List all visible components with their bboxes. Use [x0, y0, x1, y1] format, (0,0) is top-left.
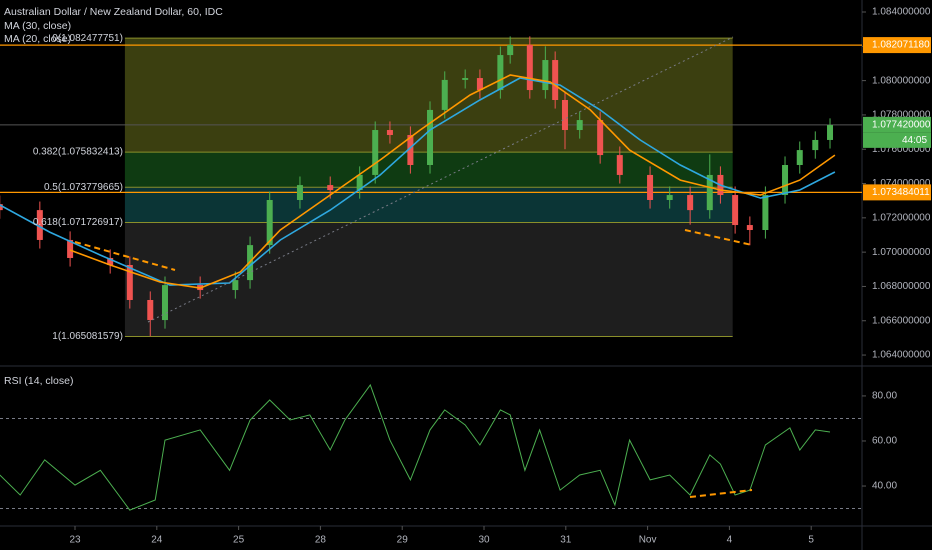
rsi-title: RSI (14, close) — [4, 375, 73, 387]
candle-body — [782, 165, 789, 196]
x-tick-label: 31 — [560, 535, 572, 546]
candle-body — [327, 185, 334, 191]
candle-body — [126, 265, 133, 300]
moving-average — [69, 74, 836, 289]
price-label: 1.073484011 — [872, 187, 930, 198]
candle-body — [372, 130, 379, 175]
candle-body — [576, 120, 583, 131]
candle-body — [827, 125, 834, 140]
candle-body — [107, 257, 114, 266]
candle-body — [561, 99, 568, 131]
candle-body — [647, 174, 654, 200]
candle-body — [386, 130, 393, 135]
candle-body — [812, 139, 819, 151]
legend-entry: MA (30, close) — [4, 20, 71, 32]
candle-body — [441, 79, 448, 110]
candle-body — [597, 120, 604, 156]
plot — [0, 36, 862, 511]
y-tick-label: 1.066000000 — [872, 315, 931, 326]
price-label-bg — [863, 116, 931, 133]
candle-body — [552, 60, 559, 100]
candle-body — [161, 285, 168, 321]
x-tick-label: Nov — [639, 535, 657, 546]
candle-body — [427, 109, 434, 166]
y-tick-label: 1.068000000 — [872, 281, 931, 292]
fib-label: 0.618(1.071726917) — [33, 217, 123, 228]
candle-body — [356, 174, 363, 191]
candle-body — [526, 44, 533, 91]
fib-label: 0(1.082477751) — [52, 33, 123, 44]
rsi-tick-label: 40.00 — [872, 481, 897, 492]
candle-body — [67, 239, 74, 258]
candle-body — [616, 155, 623, 175]
candle-body — [762, 195, 769, 231]
rsi-line — [0, 383, 831, 511]
x-tick-label: 25 — [233, 535, 245, 546]
price-label-bg — [863, 37, 931, 54]
legend-entry: MA (20, close) — [4, 33, 71, 45]
trend-line — [74, 241, 176, 271]
fib-label: 0.5(1.073779665) — [44, 182, 123, 193]
candle-body — [796, 150, 803, 166]
x-tick-label: 30 — [478, 535, 490, 546]
moving-average — [0, 77, 836, 286]
trend-line — [684, 229, 753, 246]
candle-body — [296, 185, 303, 200]
y-tick-label: 1.070000000 — [872, 247, 931, 258]
price-label-bg — [863, 184, 931, 201]
trend-line — [147, 36, 734, 323]
y-tick-label: 1.084000000 — [872, 7, 931, 18]
candle-body — [687, 195, 694, 211]
candle-body — [507, 44, 514, 56]
fib-zone — [124, 187, 733, 223]
fib-zone — [124, 222, 733, 337]
y-tick-label: 1.074000000 — [872, 178, 931, 189]
candle-body — [147, 299, 154, 321]
candle-body — [497, 55, 504, 91]
y-tick-label: 1.080000000 — [872, 75, 931, 86]
x-tick-label: 4 — [727, 535, 733, 546]
x-tick-label: 5 — [808, 535, 814, 546]
fib-label: 0.382(1.075832413) — [33, 147, 123, 158]
candle-body — [36, 210, 43, 240]
trend-line — [689, 489, 753, 498]
candle-body — [732, 195, 739, 226]
candle-body — [462, 78, 469, 80]
x-tick-label: 23 — [69, 535, 81, 546]
price-label: 1.077420000 — [872, 120, 931, 131]
x-tick-label: 28 — [315, 535, 327, 546]
rsi-tick-label: 80.00 — [872, 391, 897, 402]
y-tick-label: 1.064000000 — [872, 350, 931, 361]
candle-body — [542, 60, 549, 91]
candle-body — [407, 134, 414, 166]
y-tick-label: 1.072000000 — [872, 212, 931, 223]
x-tick-label: 29 — [397, 535, 409, 546]
candle-body — [266, 199, 273, 246]
candle-body — [706, 174, 713, 211]
y-tick-label: 1.076000000 — [872, 144, 931, 155]
y-tick-label: 1.078000000 — [872, 110, 931, 121]
candle-body — [0, 204, 3, 211]
countdown-bg — [863, 132, 931, 148]
countdown: 44:05 — [902, 135, 927, 146]
candle-body — [232, 280, 239, 291]
candle-body — [746, 225, 753, 231]
fib-label: 1(1.065081579) — [52, 331, 123, 342]
candle-body — [666, 195, 673, 200]
rsi-tick-label: 60.00 — [872, 436, 897, 447]
chart-title: Australian Dollar / New Zealand Dollar, … — [4, 6, 223, 18]
candle-body — [476, 78, 483, 91]
price-label: 1.082071180 — [872, 40, 930, 51]
x-tick-label: 24 — [151, 535, 163, 546]
